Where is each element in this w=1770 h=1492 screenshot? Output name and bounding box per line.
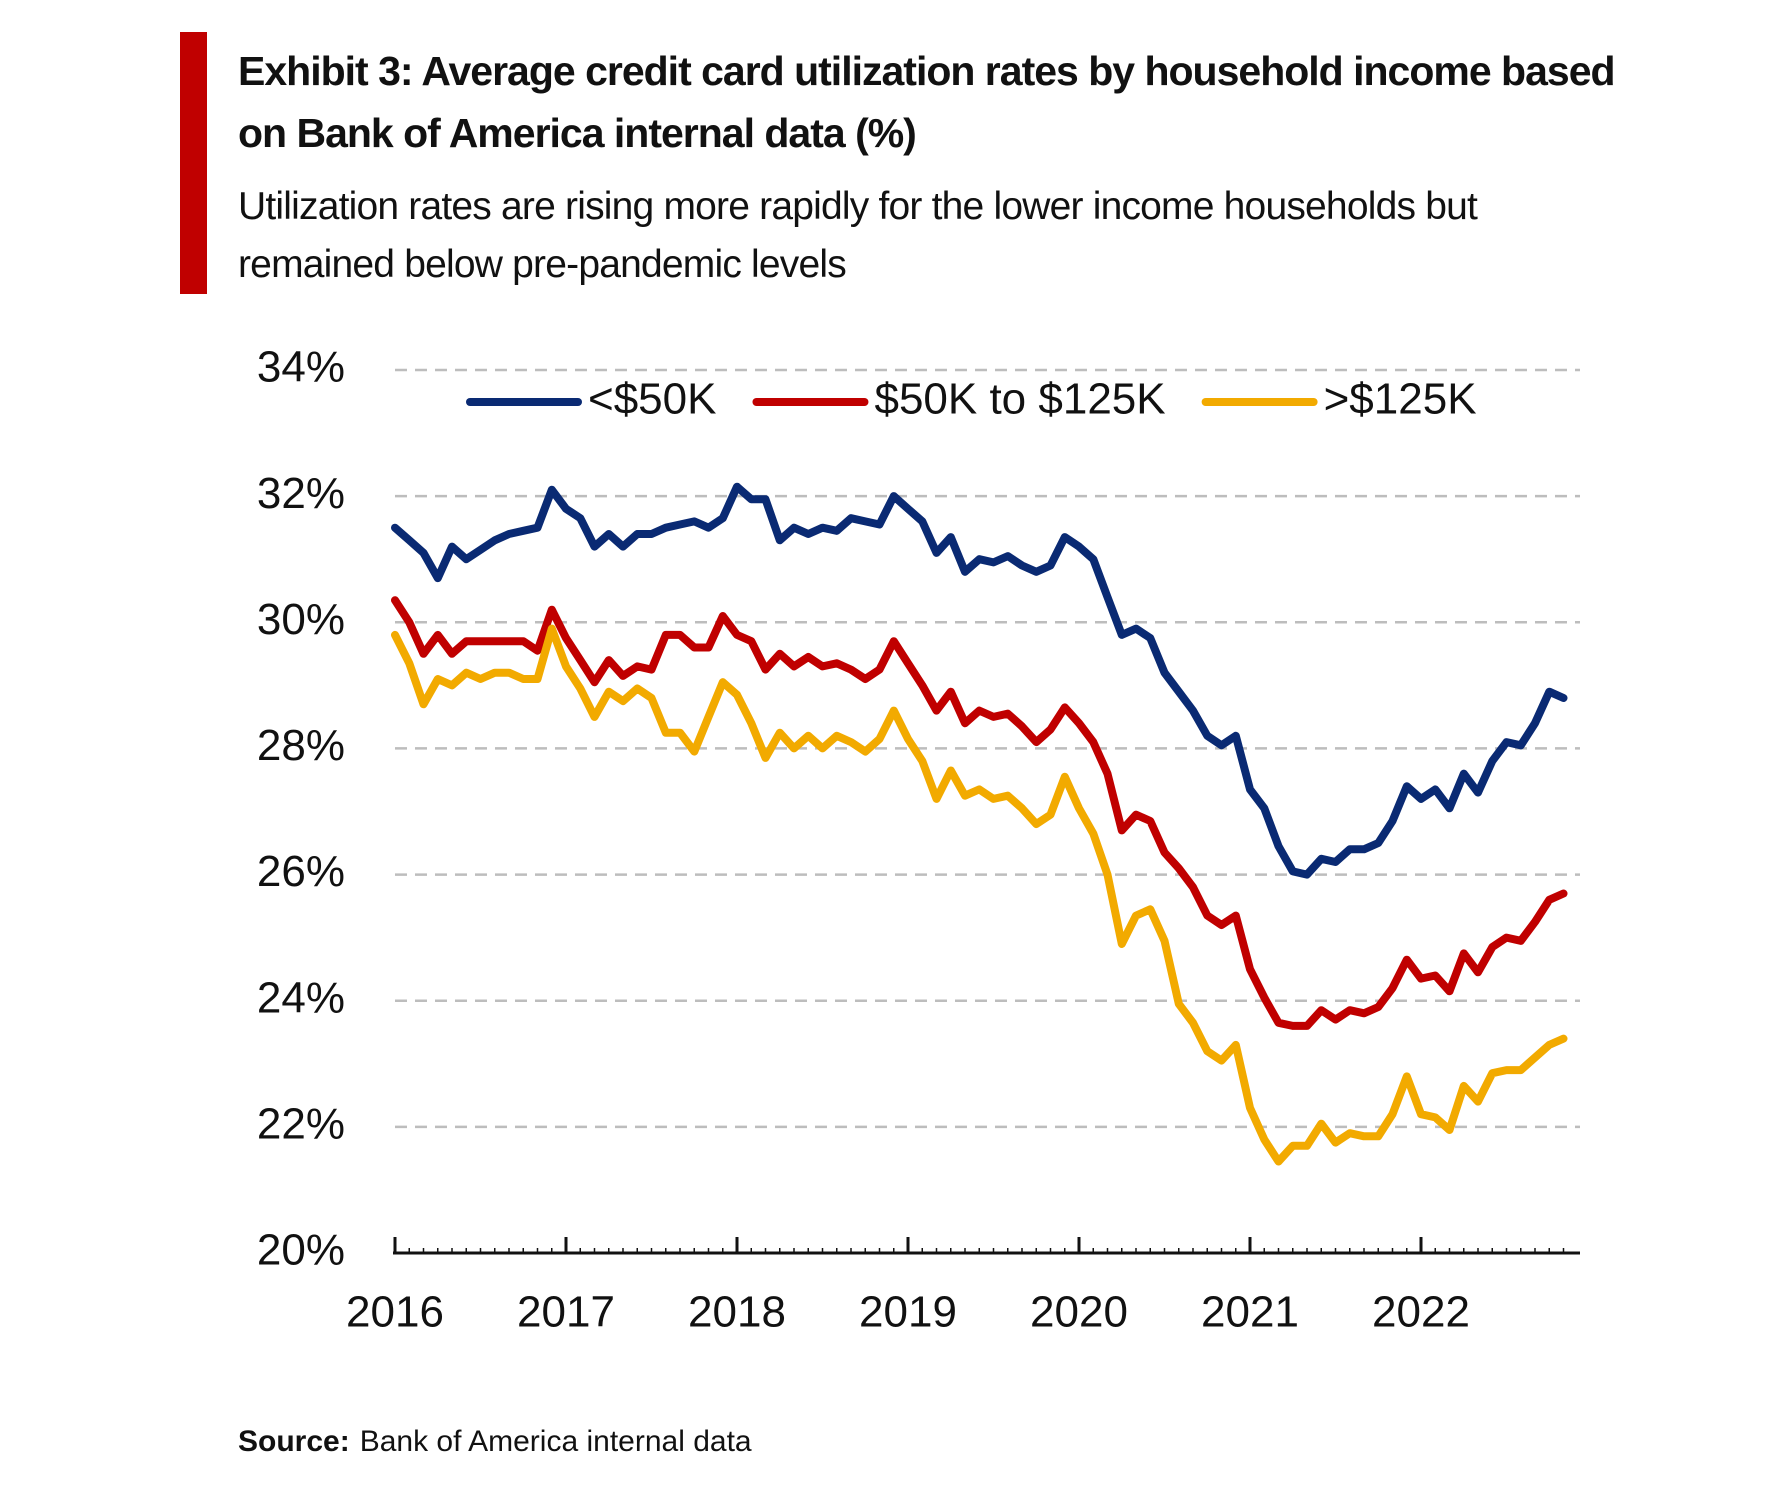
legend-label: <$50K [588,375,716,424]
source: Source: Bank of America internal data [238,1425,752,1459]
series-line [391,482,1568,879]
x-tick-label: 2017 [517,1288,615,1337]
y-tick-label: 22% [257,1099,345,1148]
x-tick-label: 2021 [1201,1288,1299,1337]
x-tick-label: 2020 [1030,1288,1128,1337]
x-tick-label: 2019 [859,1288,957,1337]
source-label: Source: [238,1425,350,1458]
legend-label: >$125K [1324,375,1477,424]
y-tick-label: 30% [257,595,345,644]
y-tick-label: 28% [257,721,345,770]
series-line [391,624,1568,1166]
chart-subtitle: Utilization rates are rising more rapidl… [238,185,1478,286]
y-tick-label: 20% [257,1226,345,1275]
accent-bar [180,32,207,294]
legend-label: $50K to $125K [874,375,1165,424]
chart-title: Exhibit 3: Average credit card utilizati… [238,48,1616,156]
y-tick-label: 26% [257,847,345,896]
x-tick-label: 2022 [1372,1288,1470,1337]
y-tick-label: 24% [257,973,345,1022]
x-tick-label: 2018 [688,1288,786,1337]
x-tick-label: 2016 [346,1288,444,1337]
series-line [391,596,1568,1030]
source-text: Bank of America internal data [359,1425,752,1458]
y-tick-label: 32% [257,469,345,518]
y-tick-label: 34% [257,343,345,392]
